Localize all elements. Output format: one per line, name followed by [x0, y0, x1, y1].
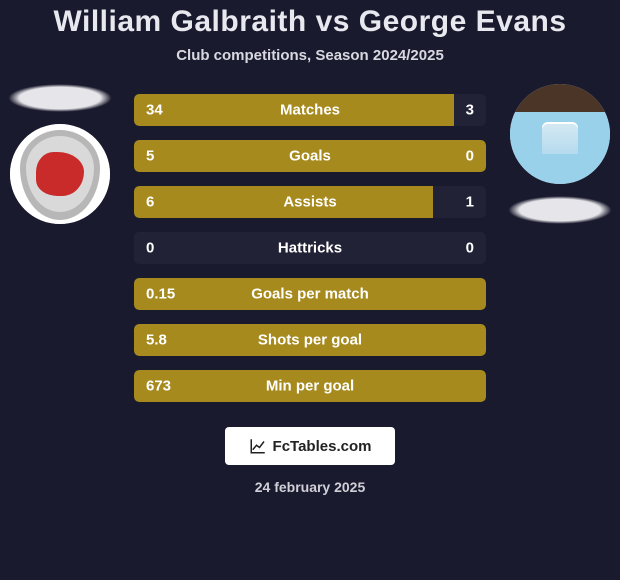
stat-row: 34 Matches 3 [134, 94, 486, 126]
stat-label: Matches [280, 102, 340, 119]
stats-bars: 34 Matches 3 5 Goals 0 6 Assists 1 0 Hattricks 0 0.1… [134, 94, 486, 402]
stat-row: 0.15 Goals per match [134, 278, 486, 310]
stat-label: Goals per match [251, 286, 369, 303]
player-jersey-icon [510, 84, 610, 184]
stat-value-right: 0 [466, 148, 474, 165]
stat-value-left: 0.15 [146, 286, 175, 303]
stat-value-right: 0 [466, 240, 474, 257]
stat-row: 5.8 Shots per goal [134, 324, 486, 356]
brand-label: FcTables.com [273, 438, 372, 455]
stat-value-right: 3 [466, 102, 474, 119]
brand-badge[interactable]: FcTables.com [225, 427, 396, 465]
stat-value-left: 5.8 [146, 332, 167, 349]
stat-value-right: 1 [466, 194, 474, 211]
player-right-avatar [510, 84, 610, 184]
stat-label: Shots per goal [258, 332, 362, 349]
stat-row: 5 Goals 0 [134, 140, 486, 172]
stat-value-left: 34 [146, 102, 163, 119]
shadow-ellipse [508, 196, 612, 224]
player-right-column [505, 84, 615, 224]
stat-label: Hattricks [278, 240, 342, 257]
stat-row: 6 Assists 1 [134, 186, 486, 218]
stat-value-left: 6 [146, 194, 154, 211]
player-left-column [5, 84, 115, 224]
footer: FcTables.com 24 february 2025 [0, 427, 620, 495]
stat-label: Assists [283, 194, 336, 211]
content-area: 34 Matches 3 5 Goals 0 6 Assists 1 0 Hattricks 0 0.1… [0, 94, 620, 402]
comparison-card: William Galbraith vs George Evans Club c… [0, 0, 620, 580]
stat-value-left: 0 [146, 240, 154, 257]
player-left-avatar [10, 124, 110, 224]
stat-value-left: 5 [146, 148, 154, 165]
stat-value-left: 673 [146, 378, 171, 395]
stat-row: 673 Min per goal [134, 370, 486, 402]
stat-label: Min per goal [266, 378, 354, 395]
club-crest-left [10, 124, 110, 224]
stat-label: Goals [289, 148, 331, 165]
page-title: William Galbraith vs George Evans [0, 5, 620, 39]
chart-icon [249, 437, 267, 455]
stat-row: 0 Hattricks 0 [134, 232, 486, 264]
shadow-ellipse [8, 84, 112, 112]
footer-date: 24 february 2025 [0, 479, 620, 495]
page-subtitle: Club competitions, Season 2024/2025 [0, 47, 620, 64]
